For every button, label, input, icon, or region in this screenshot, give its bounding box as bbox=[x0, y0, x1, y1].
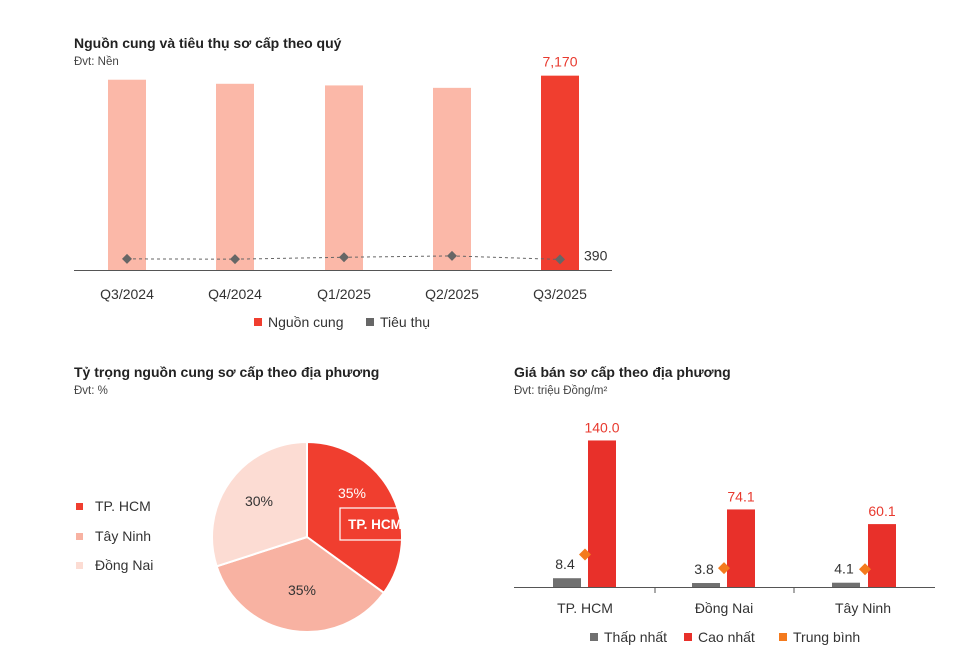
chart1-tick-label: Q3/2025 bbox=[533, 286, 587, 302]
high-bar-Đồng Nai bbox=[727, 509, 755, 587]
pie-slice-TP. HCM bbox=[306, 440, 403, 595]
low-bar-Đồng Nai bbox=[692, 583, 720, 587]
high-bar-Tây Ninh bbox=[868, 524, 896, 587]
pie-legend-swatch bbox=[76, 533, 83, 540]
chart1-tick-label: Q3/2024 bbox=[100, 286, 154, 302]
chart2-unit: Đvt: % bbox=[74, 385, 108, 397]
pie-legend-label: Tây Ninh bbox=[95, 528, 151, 544]
chart2-title: Tỷ trọng nguồn cung sơ cấp theo địa phươ… bbox=[74, 364, 380, 380]
chart3-legend-swatch bbox=[684, 633, 692, 641]
low-bar-Tây Ninh bbox=[832, 582, 860, 587]
low-data-label: 8.4 bbox=[555, 556, 575, 572]
chart3-tick-label: TP. HCM bbox=[557, 600, 613, 616]
high-data-label: 140.0 bbox=[584, 419, 619, 435]
pie-legend-label: TP. HCM bbox=[95, 498, 151, 514]
high-bar-TP. HCM bbox=[588, 440, 616, 587]
sales-data-label: 390 bbox=[584, 247, 608, 263]
pie-value-label: 30% bbox=[245, 493, 273, 509]
chart1-tick-label: Q2/2025 bbox=[425, 286, 479, 302]
legend-label-supply: Nguồn cung bbox=[268, 314, 344, 330]
chart3-title: Giá bán sơ cấp theo địa phương bbox=[514, 364, 731, 380]
avg-point-Đồng Nai bbox=[718, 562, 730, 575]
chart3-tick-label: Đồng Nai bbox=[695, 600, 753, 616]
high-data-label: 60.1 bbox=[868, 503, 895, 519]
chart3-legend-label: Thấp nhất bbox=[604, 629, 667, 645]
chart3-legend-swatch bbox=[590, 633, 598, 641]
supply-bar-Q1/2025 bbox=[325, 85, 363, 271]
chart3-legend-label: Trung bình bbox=[793, 629, 860, 645]
low-bar-TP. HCM bbox=[553, 578, 581, 587]
pie-callout-label: TP. HCM bbox=[348, 517, 402, 532]
sales-point-Q2/2025 bbox=[447, 250, 457, 261]
chart3-tick-label: Tây Ninh bbox=[835, 600, 891, 616]
legend-swatch-sales bbox=[366, 318, 374, 326]
pie-callout-box bbox=[339, 507, 411, 541]
pie-legend-swatch bbox=[76, 562, 83, 569]
sales-point-Q4/2024 bbox=[230, 254, 240, 265]
low-data-label: 3.8 bbox=[694, 561, 714, 577]
legend-swatch-supply bbox=[254, 318, 262, 326]
supply-bar-Q3/2025 bbox=[541, 75, 579, 270]
pie-value-label: 35% bbox=[288, 582, 316, 598]
pie-slice-Đồng Nai bbox=[211, 440, 308, 568]
pie-value-label: 35% bbox=[338, 485, 366, 501]
high-data-label: 74.1 bbox=[727, 488, 754, 504]
sales-point-Q1/2025 bbox=[339, 252, 349, 263]
pie-legend-swatch bbox=[76, 503, 83, 510]
legend-label-sales: Tiêu thụ bbox=[380, 314, 430, 330]
chart1-tick-label: Q1/2025 bbox=[317, 286, 371, 302]
avg-point-TP. HCM bbox=[579, 548, 591, 561]
supply-bar-Q2/2025 bbox=[433, 87, 471, 270]
chart1-tick-label: Q4/2024 bbox=[208, 286, 262, 302]
pie-legend-label: Đồng Nai bbox=[95, 557, 153, 573]
supply-bar-Q3/2024 bbox=[108, 79, 146, 270]
chart3-legend-label: Cao nhất bbox=[698, 629, 755, 645]
sales-point-Q3/2025 bbox=[555, 254, 565, 265]
chart3-legend-swatch bbox=[779, 633, 787, 641]
sales-point-Q3/2024 bbox=[122, 253, 132, 264]
supply-data-label: 7,170 bbox=[542, 54, 577, 70]
pie-slice-Tây Ninh bbox=[215, 535, 386, 633]
chart1-title: Nguồn cung và tiêu thụ sơ cấp theo quý bbox=[74, 35, 342, 51]
avg-point-Tây Ninh bbox=[859, 563, 871, 576]
supply-bar-Q4/2024 bbox=[216, 83, 254, 271]
low-data-label: 4.1 bbox=[834, 561, 854, 577]
chart1-unit: Đvt: Nền bbox=[74, 56, 119, 68]
chart3-unit: Đvt: triệu Đồng/m² bbox=[514, 385, 608, 397]
